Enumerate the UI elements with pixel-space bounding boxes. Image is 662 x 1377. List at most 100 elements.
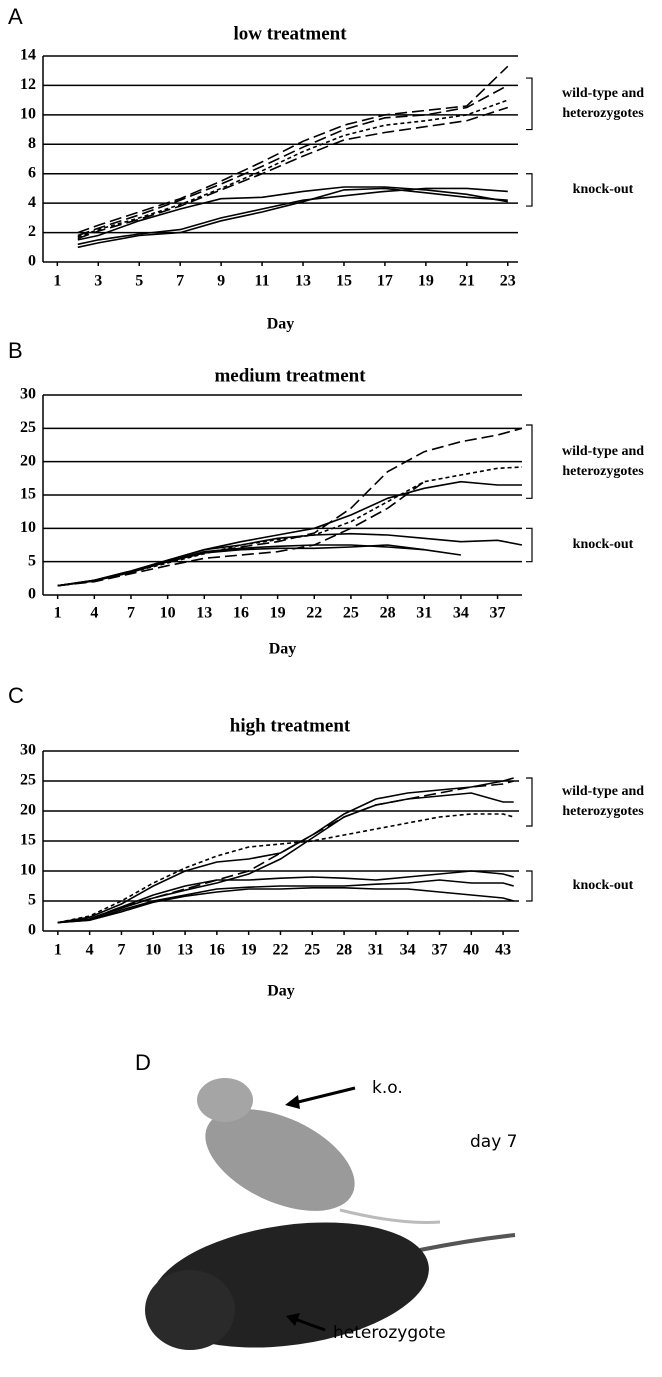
ko-tail	[339, 1208, 441, 1224]
x-tick-label: 7	[176, 273, 184, 290]
x-tick-label: 37	[490, 605, 506, 622]
x-tick-label: 11	[255, 273, 270, 290]
x-tick-label: 16	[233, 605, 249, 622]
series-line	[77, 187, 508, 249]
het-head	[145, 1270, 235, 1350]
arrow-head	[286, 1313, 300, 1326]
x-tick-label: 23	[500, 273, 516, 290]
x-tick-label: 19	[270, 605, 286, 622]
series-line	[77, 65, 509, 234]
bracket-label: knock-out	[573, 182, 634, 197]
y-tick-label: 30	[20, 742, 36, 759]
series-line	[77, 186, 508, 241]
panel-letter: A	[8, 4, 23, 29]
chart-title: high treatment	[230, 715, 351, 736]
x-tick-label: 17	[377, 273, 393, 290]
y-tick-label: 2	[28, 223, 36, 240]
y-tick-label: 12	[20, 76, 36, 93]
x-tick-label: 21	[459, 273, 475, 290]
series-line	[57, 544, 462, 587]
series-line	[57, 480, 522, 587]
y-tick-label: 0	[28, 922, 36, 939]
x-tick-label: 19	[241, 942, 257, 959]
y-tick-label: 30	[20, 386, 36, 403]
arrow-head	[285, 1095, 300, 1109]
x-axis-label: Day	[267, 983, 295, 1000]
x-tick-label: 43	[495, 942, 511, 959]
x-tick-label: 15	[336, 273, 352, 290]
bracket	[526, 173, 533, 207]
x-tick-label: 1	[54, 942, 62, 959]
ko-head	[197, 1078, 253, 1122]
y-tick-label: 20	[20, 452, 36, 469]
y-tick-label: 8	[28, 135, 36, 152]
x-tick-label: 7	[117, 942, 125, 959]
photo-label: heterozygote	[333, 1323, 446, 1343]
y-tick-label: 25	[20, 419, 36, 436]
x-tick-label: 31	[416, 605, 432, 622]
x-tick-label: 10	[145, 942, 161, 959]
bracket-label: wild-type and	[562, 86, 644, 101]
series-line	[57, 870, 514, 924]
y-tick-label: 15	[20, 486, 36, 503]
het-tail	[419, 1233, 516, 1252]
series-line	[57, 466, 523, 587]
bracket	[526, 527, 533, 563]
x-tick-label: 4	[90, 605, 98, 622]
bracket	[526, 777, 533, 827]
series-line	[77, 187, 508, 246]
panel-letter: C	[8, 683, 24, 708]
x-tick-label: 4	[86, 942, 94, 959]
photo-label: day 7	[470, 1132, 518, 1152]
bracket-label: wild-type and	[562, 784, 644, 799]
x-tick-label: 25	[343, 605, 359, 622]
x-tick-label: 34	[400, 942, 416, 959]
x-tick-label: 40	[463, 942, 479, 959]
x-tick-label: 13	[177, 942, 193, 959]
x-tick-label: 16	[209, 942, 225, 959]
series-line	[57, 544, 425, 587]
x-axis-label: Day	[267, 316, 295, 333]
photo-panel: D k.o. day 7 heterozygote	[0, 1040, 662, 1377]
x-tick-label: 22	[272, 942, 288, 959]
x-tick-label: 13	[196, 605, 212, 622]
bracket	[526, 424, 533, 499]
bracket-label: heterozygotes	[562, 464, 644, 479]
x-tick-label: 5	[135, 273, 143, 290]
chart-title: low treatment	[233, 23, 347, 44]
x-tick-label: 34	[453, 605, 469, 622]
y-tick-label: 20	[20, 802, 36, 819]
y-tick-label: 4	[28, 194, 36, 211]
x-axis-label: Day	[269, 641, 297, 658]
x-tick-label: 19	[418, 273, 434, 290]
series-line	[57, 777, 514, 924]
arrow	[289, 1086, 356, 1106]
x-tick-label: 31	[368, 942, 384, 959]
x-tick-label: 28	[380, 605, 396, 622]
y-tick-label: 6	[28, 164, 36, 181]
photo-label: k.o.	[372, 1078, 403, 1098]
series-line	[57, 532, 523, 587]
bracket-label: knock-out	[573, 878, 634, 893]
y-tick-label: 14	[20, 47, 36, 64]
y-tick-label: 0	[28, 586, 36, 603]
series-line	[77, 99, 509, 238]
series-line	[57, 813, 514, 924]
panel-letter: B	[8, 338, 23, 363]
y-tick-label: 5	[28, 892, 36, 909]
y-tick-label: 10	[20, 106, 36, 123]
bracket-label: knock-out	[573, 537, 634, 552]
panel-letter: D	[135, 1050, 151, 1075]
ko-mouse	[205, 1109, 355, 1211]
bracket	[526, 870, 533, 902]
x-tick-label: 7	[127, 605, 135, 622]
bracket-label: wild-type and	[562, 444, 644, 459]
y-tick-label: 5	[28, 552, 36, 569]
x-tick-label: 22	[306, 605, 322, 622]
series-line	[77, 106, 509, 240]
series-line	[57, 887, 514, 924]
x-tick-label: 10	[160, 605, 176, 622]
x-tick-label: 3	[94, 273, 102, 290]
x-tick-label: 37	[431, 942, 447, 959]
